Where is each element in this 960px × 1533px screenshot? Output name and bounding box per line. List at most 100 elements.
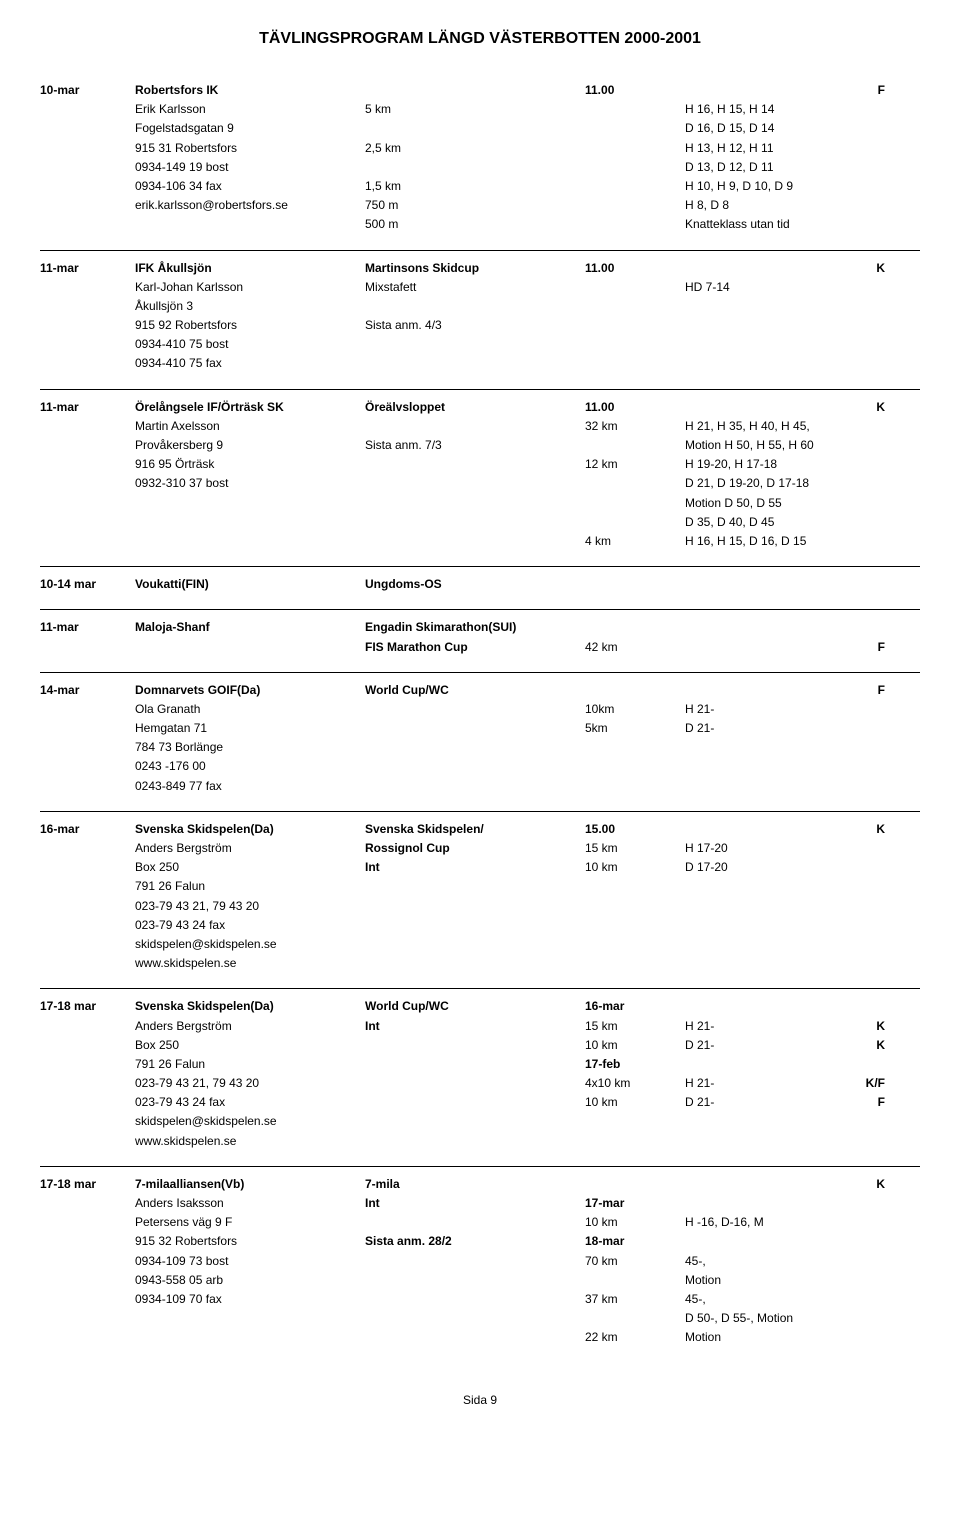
event-org: Domnarvets GOIF(Da) bbox=[135, 681, 365, 700]
cell bbox=[585, 215, 685, 234]
cell: 0943-558 05 arb bbox=[135, 1271, 365, 1290]
cell: 500 m bbox=[365, 215, 585, 234]
event-style: K bbox=[845, 1175, 885, 1194]
cell: H 21- bbox=[685, 1074, 845, 1093]
cell: 0934-109 70 fax bbox=[135, 1290, 365, 1309]
cell bbox=[365, 1213, 585, 1232]
cell: 42 km bbox=[585, 638, 685, 657]
cell bbox=[40, 839, 135, 858]
cell bbox=[40, 1309, 135, 1328]
cell: 10 km bbox=[585, 1093, 685, 1112]
cell: 0243-849 77 fax bbox=[135, 777, 365, 796]
cell bbox=[40, 196, 135, 215]
cell: Int bbox=[365, 858, 585, 877]
cell: Anders Isaksson bbox=[135, 1194, 365, 1213]
cell bbox=[365, 877, 585, 896]
cell: H 21- bbox=[685, 1017, 845, 1036]
cell: Knatteklass utan tid bbox=[685, 215, 845, 234]
cell: 18-mar bbox=[585, 1232, 685, 1251]
cell bbox=[40, 1290, 135, 1309]
cell: 2,5 km bbox=[365, 139, 585, 158]
event-block: 10-marRobertsfors IK11.00FErik Karlsson5… bbox=[40, 73, 920, 250]
cell bbox=[685, 935, 845, 954]
detail-row: Martin Axelsson32 kmH 21, H 35, H 40, H … bbox=[40, 417, 920, 436]
detail-row: 023-79 43 21, 79 43 204x10 kmH 21-K/F bbox=[40, 1074, 920, 1093]
cell: 17-mar bbox=[585, 1194, 685, 1213]
cell bbox=[585, 777, 685, 796]
event-time: 11.00 bbox=[585, 259, 685, 278]
detail-row: 916 95 Örträsk12 kmH 19-20, H 17-18 bbox=[40, 455, 920, 474]
cell bbox=[365, 1074, 585, 1093]
detail-row: 0932-310 37 bostD 21, D 19-20, D 17-18 bbox=[40, 474, 920, 493]
event-header: 10-14 marVoukatti(FIN)Ungdoms-OS bbox=[40, 575, 920, 594]
cell: Ola Granath bbox=[135, 700, 365, 719]
cell: 916 95 Örträsk bbox=[135, 455, 365, 474]
detail-row: Åkullsjön 3 bbox=[40, 297, 920, 316]
event-time bbox=[585, 575, 685, 594]
cell bbox=[365, 1036, 585, 1055]
cell bbox=[40, 1194, 135, 1213]
cell bbox=[585, 158, 685, 177]
cell bbox=[845, 777, 885, 796]
detail-row: 0243 -176 00 bbox=[40, 757, 920, 776]
cell bbox=[585, 278, 685, 297]
cell bbox=[845, 215, 885, 234]
event-org: Örelångsele IF/Örträsk SK bbox=[135, 398, 365, 417]
detail-row: Petersens väg 9 F10 kmH -16, D-16, M bbox=[40, 1213, 920, 1232]
cell: 5km bbox=[585, 719, 685, 738]
event-time bbox=[585, 681, 685, 700]
cell bbox=[685, 777, 845, 796]
cell: D 35, D 40, D 45 bbox=[685, 513, 845, 532]
cell bbox=[40, 935, 135, 954]
event-style: F bbox=[845, 81, 885, 100]
cell: Åkullsjön 3 bbox=[135, 297, 365, 316]
detail-row: skidspelen@skidspelen.se bbox=[40, 1112, 920, 1131]
cell: skidspelen@skidspelen.se bbox=[135, 935, 365, 954]
cell bbox=[845, 954, 885, 973]
page-footer: Sida 9 bbox=[40, 1393, 920, 1407]
detail-row: 22 kmMotion bbox=[40, 1328, 920, 1347]
detail-row: 500 m Knatteklass utan tid bbox=[40, 215, 920, 234]
cell: H 13, H 12, H 11 bbox=[685, 139, 845, 158]
cell bbox=[845, 1252, 885, 1271]
event-style: F bbox=[845, 681, 885, 700]
cell: 10km bbox=[585, 700, 685, 719]
event-name: Martinsons Skidcup bbox=[365, 259, 585, 278]
detail-row: Motion D 50, D 55 bbox=[40, 494, 920, 513]
cell: 915 92 Robertsfors bbox=[135, 316, 365, 335]
cell bbox=[40, 757, 135, 776]
cell bbox=[40, 638, 135, 657]
cell bbox=[585, 196, 685, 215]
cell bbox=[845, 1112, 885, 1131]
event-style: K bbox=[845, 398, 885, 417]
cell bbox=[845, 1309, 885, 1328]
event-block: 16-marSvenska Skidspelen(Da)Svenska Skid… bbox=[40, 811, 920, 989]
cell bbox=[585, 916, 685, 935]
cell bbox=[40, 215, 135, 234]
event-time: 11.00 bbox=[585, 398, 685, 417]
spacer bbox=[685, 575, 845, 594]
event-name bbox=[365, 81, 585, 100]
event-style: K bbox=[845, 259, 885, 278]
detail-row: 0934-410 75 fax bbox=[40, 354, 920, 373]
cell bbox=[845, 858, 885, 877]
cell bbox=[845, 100, 885, 119]
cell bbox=[40, 1232, 135, 1251]
event-org: 7-milaalliansen(Vb) bbox=[135, 1175, 365, 1194]
cell bbox=[40, 1213, 135, 1232]
cell bbox=[685, 1194, 845, 1213]
event-header: 11-marIFK ÅkullsjönMartinsons Skidcup11.… bbox=[40, 259, 920, 278]
cell: 32 km bbox=[585, 417, 685, 436]
cell bbox=[845, 474, 885, 493]
cell bbox=[40, 354, 135, 373]
cell bbox=[135, 494, 365, 513]
detail-row: Fogelstadsgatan 9D 16, D 15, D 14 bbox=[40, 119, 920, 138]
event-block: 11-marÖrelångsele IF/Örträsk SKÖreälvslo… bbox=[40, 389, 920, 567]
cell bbox=[40, 877, 135, 896]
cell bbox=[845, 757, 885, 776]
cell bbox=[365, 335, 585, 354]
event-header: 17-18 marSvenska Skidspelen(Da)World Cup… bbox=[40, 997, 920, 1016]
event-date: 10-14 mar bbox=[40, 575, 135, 594]
event-name: World Cup/WC bbox=[365, 997, 585, 1016]
cell bbox=[685, 757, 845, 776]
